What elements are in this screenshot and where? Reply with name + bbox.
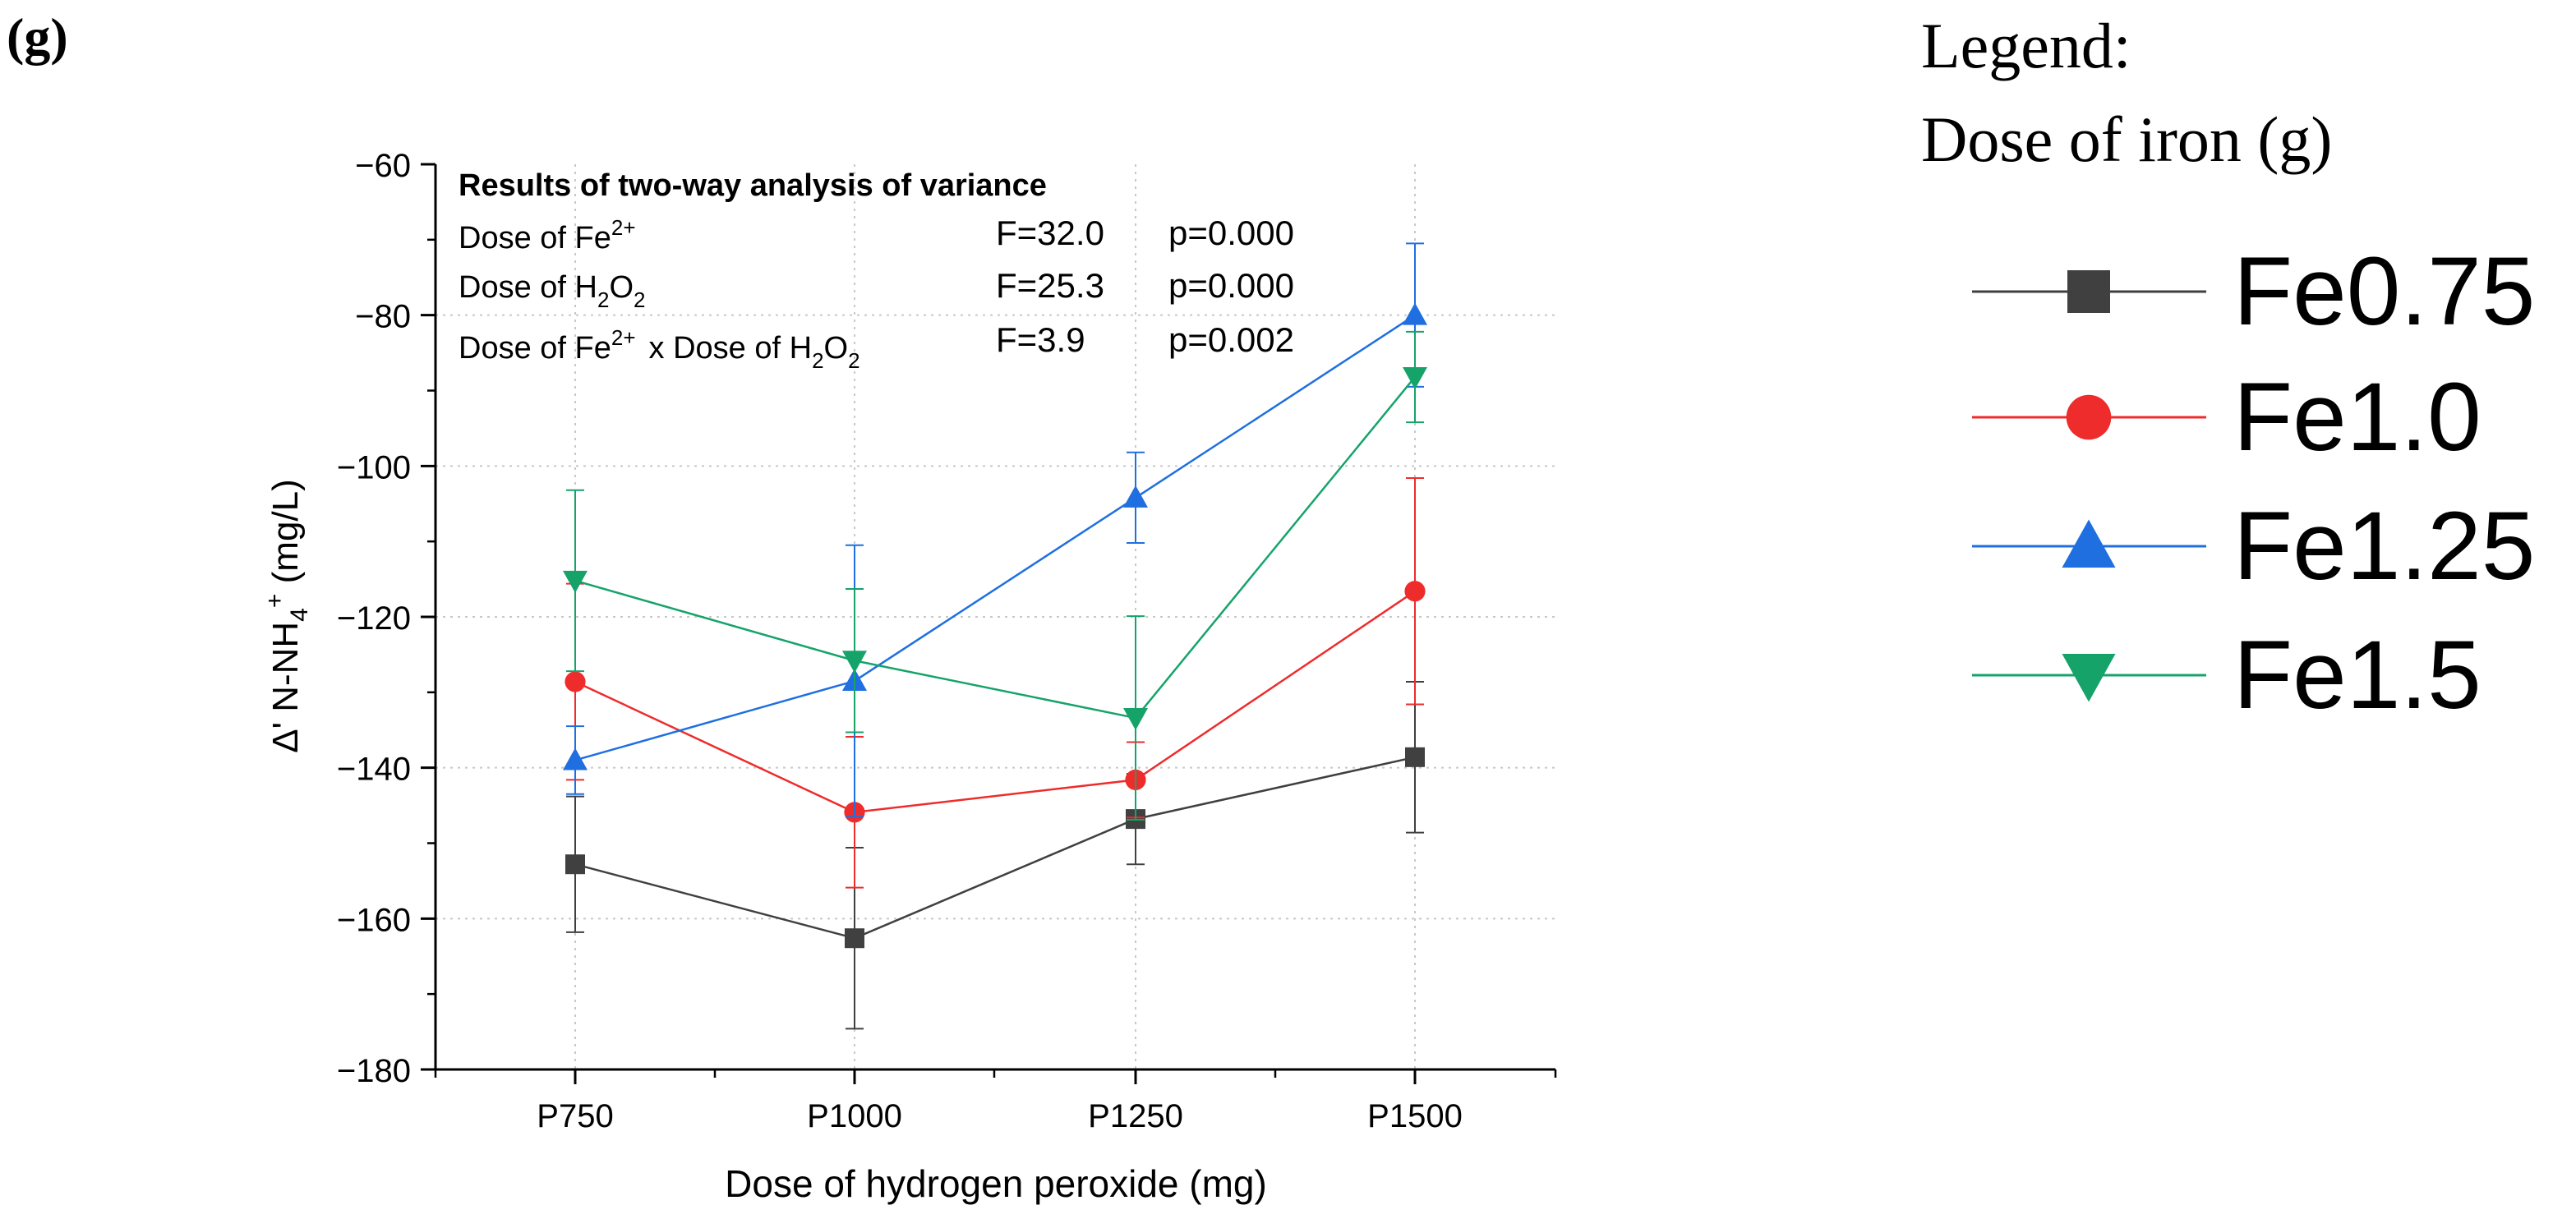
data-point [842,651,867,674]
series-line [574,314,1416,761]
data-point [563,570,588,593]
y-tick-label: −140 [337,752,411,788]
anova-row-fe-p: p=0.000 [1168,214,1294,252]
anova-row-interaction: Dose of Fe2+ x Dose of H2O2 [459,325,860,373]
legend: Legend: Dose of iron (g) Fe0.75 Fe1.0 Fe1.… [1921,10,2535,729]
y-axis-ticks: −60 −80 −100 −120 −140 −160 −180 [337,148,435,1089]
anova-row-fe: Dose of Fe2+ [459,215,636,255]
data-point [1405,747,1425,767]
y-tick-label: −60 [355,148,411,184]
y-tick-label: −160 [337,902,411,938]
y-axis-title: Δ' N-NH4+ (mg/L) [261,479,313,753]
x-axis-title: Dose of hydrogen peroxide (mg) [725,1162,1267,1205]
series-Fe0.75 [565,680,1425,1030]
legend-marker [2066,394,2112,440]
anova-row-h2o2-p: p=0.000 [1168,266,1294,305]
data-point [1404,581,1426,602]
x-tick-label: P750 [537,1098,613,1134]
legend-marker [2062,654,2116,702]
x-tick-label: P1250 [1088,1098,1183,1134]
y-tick-label: −120 [337,600,411,637]
y-tick-label: −80 [355,299,411,335]
legend-label: Fe0.75 [2233,237,2535,346]
x-axis-ticks: P750 P1000 P1250 P1500 [434,1069,1557,1134]
legend-item-Fe1.0: Fe1.0 [1972,363,2482,471]
series-Fe1.0 [565,477,1426,889]
series-line [574,376,1416,720]
anova-row-interaction-f: F=3.9 [996,320,1085,359]
data-point [1403,366,1427,389]
legend-subheading: Dose of iron (g) [1921,103,2332,175]
legend-label: Fe1.5 [2233,621,2482,729]
data-point [565,854,585,875]
legend-item-Fe1.25: Fe1.25 [1972,492,2535,600]
series-Fe1.5 [563,330,1427,821]
legend-label: Fe1.25 [2233,492,2535,600]
chart: −60 −80 −100 −120 −140 −160 −180 P750 P1000 P125… [337,148,1557,1134]
legend-marker [2067,270,2110,313]
legend-label: Fe1.0 [2233,363,2482,471]
anova-annotation: Results of two-way analysis of variance … [459,168,1294,373]
legend-marker [2062,519,2116,568]
series-layer [563,242,1427,1030]
panel-label: (g) [7,7,68,66]
anova-row-fe-f: F=32.0 [996,214,1104,252]
series-line [574,756,1416,940]
x-tick-label: P1000 [807,1098,902,1134]
data-point [845,928,864,949]
series-Fe1.25 [563,242,1427,818]
y-tick-label: −180 [337,1053,411,1089]
anova-row-interaction-p: p=0.002 [1168,320,1294,359]
series-line [574,590,1416,814]
y-tick-label: −100 [337,449,411,485]
data-point [565,671,586,692]
data-point [1123,485,1148,508]
legend-item-Fe1.5: Fe1.5 [1972,621,2482,729]
legend-heading: Legend: [1921,10,2131,81]
anova-title: Results of two-way analysis of variance [459,168,1047,203]
data-point [1403,302,1427,325]
legend-items: Fe0.75 Fe1.0 Fe1.25 Fe1.5 [1972,237,2535,729]
anova-row-h2o2-f: F=25.3 [996,266,1104,305]
legend-item-Fe0.75: Fe0.75 [1972,237,2535,346]
anova-row-h2o2: Dose of H2O2 [459,270,645,312]
data-point [1123,708,1148,731]
x-tick-label: P1500 [1367,1098,1463,1134]
data-point [563,747,588,770]
